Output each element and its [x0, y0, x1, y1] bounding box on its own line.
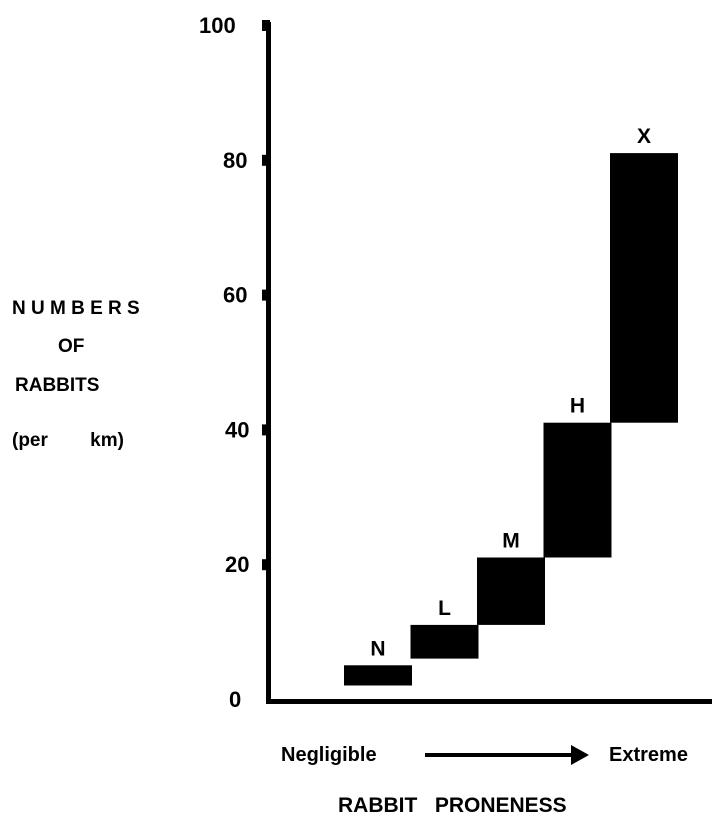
- y-axis-title-line-3: RABBITS: [15, 375, 99, 396]
- y-tick-mark: [262, 559, 270, 571]
- y-ticks: 0 20 40 60 80 100: [199, 13, 270, 712]
- x-start-label: Negligible: [281, 744, 377, 766]
- y-axis-title-line-4: (per km): [12, 430, 124, 451]
- bar-labels: N L M H X: [370, 125, 651, 660]
- bar-label-n: N: [370, 637, 385, 660]
- y-axis-title: N U M B E R S OF RABBITS (per km): [12, 298, 140, 451]
- x-axis-line: [266, 699, 712, 704]
- y-tick-mark: [262, 20, 270, 31]
- y-tick-label: 60: [223, 283, 247, 308]
- y-axis-line: [266, 22, 271, 704]
- y-tick-mark: [262, 424, 270, 436]
- x-axis-annotation: Negligible Extreme RABBIT PRONENESS: [281, 744, 688, 817]
- bar-label-x: X: [637, 125, 651, 148]
- y-tick-label: 0: [229, 687, 241, 712]
- y-tick-label: 100: [199, 13, 236, 38]
- arrow-head: [571, 745, 589, 765]
- bars: [344, 153, 678, 686]
- y-tick-mark: [262, 289, 270, 301]
- y-axis-title-line-2: OF: [58, 336, 84, 357]
- bar-label-h: H: [570, 395, 585, 418]
- bar-n: [344, 665, 412, 686]
- arrow-shaft: [425, 753, 575, 757]
- y-tick-label: 20: [225, 552, 249, 577]
- bar-label-l: L: [438, 597, 451, 620]
- bar-h: [543, 422, 612, 558]
- y-axis-title-line-1: N U M B E R S: [12, 298, 140, 319]
- x-end-label: Extreme: [609, 744, 688, 766]
- bar-label-m: M: [502, 530, 520, 553]
- bar-m: [477, 557, 545, 625]
- y-tick-mark: [262, 154, 270, 166]
- y-tick-label: 80: [223, 148, 247, 173]
- bar-l: [410, 624, 479, 659]
- x-axis-title: RABBIT PRONENESS: [338, 794, 567, 817]
- y-tick-label: 40: [225, 417, 249, 442]
- axes: [266, 22, 712, 704]
- bar-x: [610, 153, 678, 423]
